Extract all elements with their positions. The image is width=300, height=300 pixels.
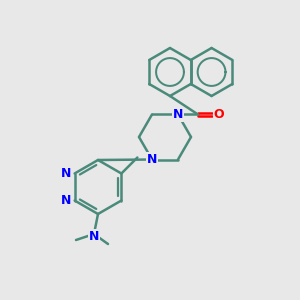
Text: O: O xyxy=(214,108,224,121)
Text: N: N xyxy=(89,230,99,242)
Text: N: N xyxy=(61,167,72,180)
Text: N: N xyxy=(147,153,157,166)
Text: N: N xyxy=(61,194,72,207)
Text: N: N xyxy=(173,108,183,121)
